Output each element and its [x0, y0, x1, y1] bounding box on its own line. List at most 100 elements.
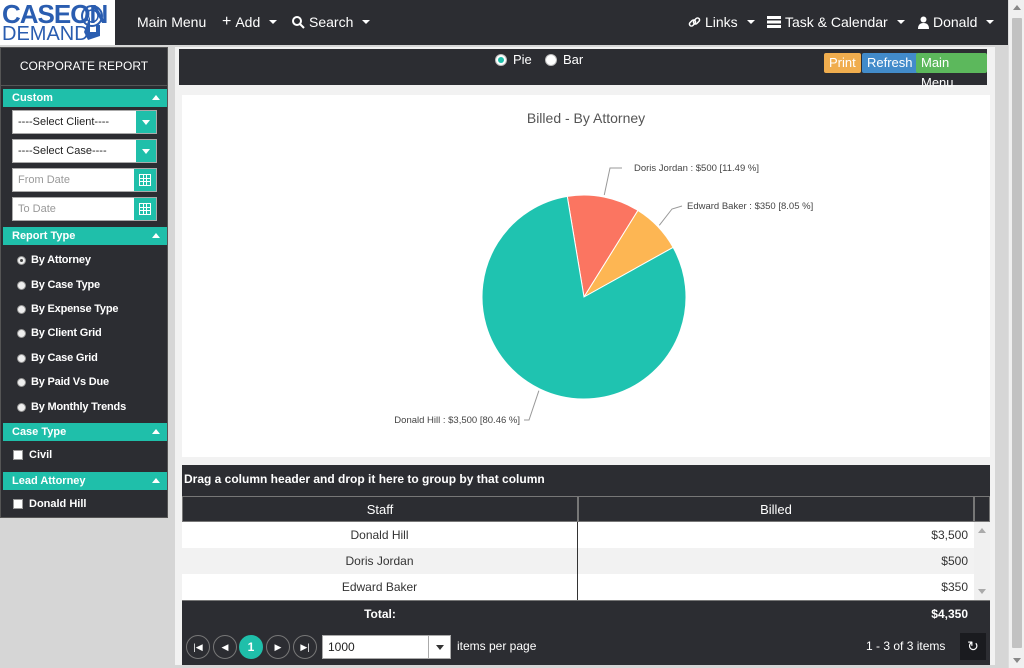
cell-staff: Doris Jordan — [182, 548, 578, 574]
nav-main-menu-label: Main Menu — [137, 14, 207, 30]
radio-icon[interactable] — [17, 304, 26, 314]
page-size-value: 1000 — [328, 640, 355, 654]
page-scrollbar[interactable] — [1008, 0, 1024, 668]
report-type-by-case-type[interactable]: By Case Type — [17, 277, 100, 293]
report-type-by-client-grid[interactable]: By Client Grid — [17, 325, 102, 341]
lead-attorney-donald-hill[interactable]: Donald Hill — [13, 497, 86, 511]
checkbox-icon[interactable] — [13, 499, 23, 509]
report-type-by-expense-type[interactable]: By Expense Type — [17, 301, 118, 317]
table-row[interactable]: Donald Hill $3,500 — [182, 522, 974, 548]
nav-task-calendar[interactable]: Task & Calendar — [767, 13, 905, 31]
cell-staff: Donald Hill — [182, 522, 578, 548]
prev-page-button[interactable]: ◀ — [213, 635, 237, 659]
dropdown-icon[interactable] — [136, 140, 156, 162]
section-custom-header[interactable]: Custom — [3, 89, 167, 107]
case-type-civil[interactable]: Civil — [13, 448, 52, 462]
scroll-down-icon[interactable] — [1013, 658, 1021, 663]
report-type-by-monthly-trends[interactable]: By Monthly Trends — [17, 399, 126, 415]
table-row[interactable]: Edward Baker $350 — [182, 574, 974, 600]
pie-slice[interactable] — [566, 194, 639, 299]
nav-main-menu[interactable]: Main Menu — [137, 13, 206, 31]
view-pie-toggle[interactable]: Pie — [495, 52, 532, 67]
pie-label: Pie — [513, 52, 532, 67]
client-select-value: ----Select Client---- — [18, 116, 110, 128]
section-case-type-header[interactable]: Case Type — [3, 423, 167, 441]
scroll-down-icon[interactable] — [978, 589, 986, 594]
table-row[interactable]: Doris Jordan $500 — [182, 548, 974, 574]
report-type-by-paid-vs-due[interactable]: By Paid Vs Due — [17, 374, 109, 390]
scroll-thumb[interactable] — [1012, 18, 1022, 648]
column-header-billed[interactable]: Billed — [578, 496, 974, 522]
nav-search[interactable]: Search — [292, 13, 371, 31]
radio-icon[interactable] — [17, 377, 26, 387]
scroll-up-icon[interactable] — [978, 528, 986, 533]
chart-title: Billed - By Attorney — [526, 110, 646, 126]
chart-toolbar: Pie Bar Print Refresh Main Menu — [179, 49, 987, 90]
nav-user[interactable]: Donald — [918, 13, 995, 31]
page-size-select[interactable]: 1000 — [322, 635, 451, 659]
radio-icon[interactable] — [17, 402, 26, 412]
caret-down-icon — [362, 20, 371, 24]
current-page-button[interactable]: 1 — [239, 635, 263, 659]
section-report-type-header[interactable]: Report Type — [3, 227, 167, 245]
nav-add-label: Add — [235, 14, 261, 30]
calendar-icon[interactable] — [134, 198, 156, 220]
pie-slice[interactable] — [481, 195, 687, 400]
section-lead-attorney-header[interactable]: Lead Attorney — [3, 472, 167, 490]
report-type-by-attorney[interactable]: By Attorney — [17, 252, 91, 268]
grid-scrollbar[interactable] — [974, 522, 990, 600]
dropdown-icon[interactable] — [428, 636, 450, 658]
nav-add[interactable]: + Add — [222, 13, 278, 31]
pie-slice-label: Donald Hill : $3,500 [80.46 %] — [394, 415, 520, 426]
user-icon — [918, 16, 929, 29]
grid-pager: |◀ ◀ 1 ▶ ▶| 1000 items per page 1 - 3 of… — [182, 628, 990, 665]
collapse-icon — [152, 233, 160, 238]
section-report-type-label: Report Type — [12, 230, 76, 242]
radio-selected-icon[interactable] — [495, 53, 507, 66]
nav-links[interactable]: Links — [688, 13, 755, 31]
cell-staff: Edward Baker — [182, 574, 578, 600]
client-select[interactable]: ----Select Client---- — [12, 110, 157, 134]
pager-summary: 1 - 3 of 3 items — [866, 639, 946, 653]
checkbox-icon[interactable] — [13, 450, 23, 460]
print-button[interactable]: Print — [824, 53, 861, 73]
report-sidebar: CORPORATE REPORT Custom ----Select Clien… — [0, 47, 168, 518]
logo[interactable]: CASEON DEMAND — [0, 0, 115, 45]
radio-icon[interactable] — [17, 280, 26, 290]
first-page-button[interactable]: |◀ — [186, 635, 210, 659]
case-select-value: ----Select Case---- — [18, 145, 107, 157]
dropdown-icon[interactable] — [136, 111, 156, 133]
radio-icon[interactable] — [545, 53, 557, 66]
view-bar-toggle[interactable]: Bar — [545, 52, 583, 67]
list-icon — [767, 16, 781, 28]
collapse-icon — [152, 478, 160, 483]
report-type-label: By Expense Type — [31, 303, 119, 315]
next-page-button[interactable]: ▶ — [266, 635, 290, 659]
pie-label-connector — [658, 205, 683, 226]
from-date-placeholder: From Date — [18, 174, 70, 186]
report-type-by-case-grid[interactable]: By Case Grid — [17, 350, 98, 366]
nav-task-calendar-label: Task & Calendar — [785, 14, 888, 30]
radio-icon[interactable] — [17, 328, 26, 338]
calendar-icon[interactable] — [134, 169, 156, 191]
radio-icon[interactable] — [17, 353, 26, 363]
refresh-button[interactable]: Refresh — [862, 53, 918, 73]
total-value: $4,350 — [931, 607, 968, 621]
results-grid: Drag a column header and drop it here to… — [182, 465, 990, 665]
last-page-button[interactable]: ▶| — [293, 635, 317, 659]
main-menu-button[interactable]: Main Menu — [916, 53, 987, 90]
logo-hand-icon — [81, 5, 103, 40]
column-header-staff[interactable]: Staff — [182, 496, 578, 522]
scroll-up-icon[interactable] — [1013, 5, 1021, 10]
case-select[interactable]: ----Select Case---- — [12, 139, 157, 163]
from-date-input[interactable]: From Date — [12, 168, 157, 192]
grid-refresh-button[interactable]: ↻ — [960, 633, 986, 660]
case-type-label: Civil — [29, 449, 53, 461]
nav-search-label: Search — [309, 14, 354, 30]
sidebar-title: CORPORATE REPORT — [1, 48, 167, 86]
logo-line2: DEMAND — [2, 23, 89, 45]
to-date-input[interactable]: To Date — [12, 197, 157, 221]
report-type-label: By Client Grid — [31, 327, 102, 339]
radio-selected-icon[interactable] — [17, 255, 26, 265]
cell-billed: $350 — [941, 580, 968, 594]
